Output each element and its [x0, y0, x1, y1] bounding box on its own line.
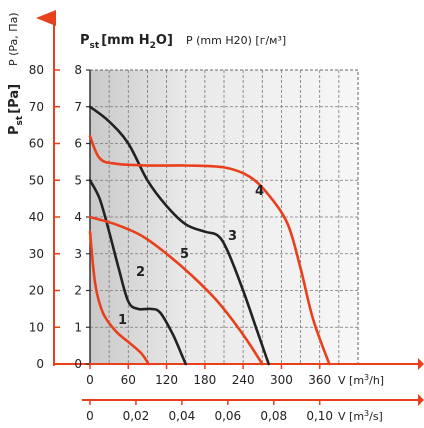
title-mm-h2o: Pst [mm H2O] [80, 33, 173, 51]
pa-axis-label: P (Pa, Па) [7, 12, 20, 66]
mm-tick-label: 6 [74, 137, 82, 151]
x-tick-m3h-label: 360 [308, 373, 331, 387]
curve-labels: 1 2 3 4 5 [118, 184, 264, 328]
x-tick-m3s-label: 0,10 [306, 409, 333, 423]
curve-3 [88, 105, 270, 366]
x-tick-m3h-label: 60 [121, 373, 136, 387]
pa-tick-label: 40 [29, 210, 44, 224]
x-tick-m3s-label: 0 [86, 409, 94, 423]
mm-tick-label: 5 [74, 173, 82, 187]
x-axis-m3s-arrow [418, 394, 424, 406]
mm-tick-label: 1 [74, 320, 82, 334]
curve-4 [88, 134, 331, 366]
x-tick-m3s-label: 0,04 [169, 409, 196, 423]
title-secondary: P (mm H20) [г/м³] [186, 34, 286, 47]
x-tick-m3s-label: 0,02 [123, 409, 150, 423]
axes [36, 10, 424, 406]
mm-tick-label: 8 [74, 63, 82, 77]
x-tick-m3s-label: 0,08 [260, 409, 287, 423]
mm-tick-label: 3 [74, 247, 82, 261]
x-tick-m3h-label: 0 [86, 373, 94, 387]
mm-tick-label: 2 [74, 284, 82, 298]
x-axis-label-m3h: V [m3/h] [338, 373, 384, 387]
x-tick-m3h-label: 300 [270, 373, 293, 387]
pa-axis-bold-label: Pst[Pa] [7, 84, 25, 135]
mm-tick-label: 7 [74, 100, 82, 114]
x-tick-m3h-label: 240 [232, 373, 255, 387]
x-axis-m3h-arrow [418, 358, 424, 370]
grid-lines [90, 70, 358, 364]
pa-tick-label: 70 [29, 100, 44, 114]
pa-tick-label: 30 [29, 247, 44, 261]
curve-label-2: 2 [136, 265, 145, 280]
curve-1 [88, 230, 150, 366]
pa-tick-label: 50 [29, 173, 44, 187]
pa-tick-label: 20 [29, 284, 44, 298]
pa-tick-label: 60 [29, 137, 44, 151]
curve-label-1: 1 [118, 313, 127, 328]
curve-5 [88, 215, 264, 366]
curves [88, 105, 331, 366]
pa-tick-label: 80 [29, 63, 44, 77]
x-tick-m3h-label: 180 [193, 373, 216, 387]
mm-tick-label: 0 [74, 357, 82, 371]
pa-tick-label: 0 [36, 357, 44, 371]
mm-tick-label: 4 [74, 210, 82, 224]
x-tick-m3s-label: 0,06 [214, 409, 241, 423]
pa-tick-label: 10 [29, 320, 44, 334]
curve-label-3: 3 [228, 229, 237, 244]
x-tick-m3h-label: 120 [155, 373, 178, 387]
x-axis-label-m3s: V [m3/s] [338, 409, 383, 423]
curve-label-4: 4 [255, 184, 264, 199]
curve-label-5: 5 [180, 247, 189, 262]
